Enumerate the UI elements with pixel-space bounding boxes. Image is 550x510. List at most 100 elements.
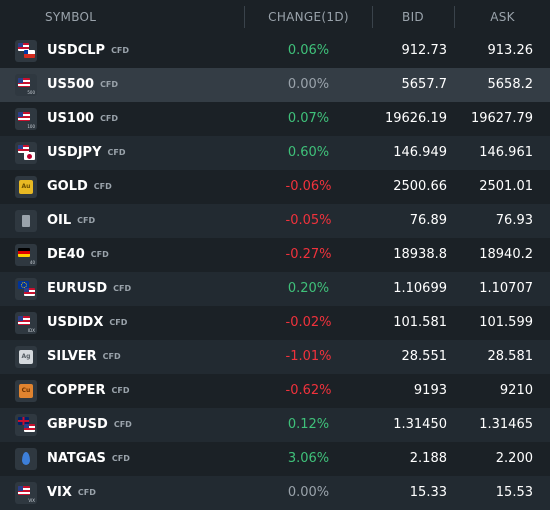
symbol-cell: USDIDX CFD: [47, 306, 127, 340]
bid-price-text: 2500.66: [393, 179, 447, 194]
bid-price[interactable]: 18938.8: [373, 238, 453, 272]
table-row[interactable]: 500 US500 CFD 0.00% 5657.7 5658.2: [0, 68, 550, 102]
table-row[interactable]: Au GOLD CFD -0.06% 2500.66 2501.01: [0, 170, 550, 204]
us-flag-icon: VIX: [15, 482, 37, 504]
column-divider: [372, 6, 373, 28]
symbol-cell: US100 CFD: [47, 102, 118, 136]
instrument-type-label: CFD: [109, 318, 128, 327]
table-row[interactable]: 40 DE40 CFD -0.27% 18938.8 18940.2: [0, 238, 550, 272]
bid-price[interactable]: 2500.66: [373, 170, 453, 204]
column-header-bid[interactable]: BID: [402, 10, 424, 24]
ask-price-text: 76.93: [495, 213, 533, 228]
ask-price-text: 101.599: [479, 315, 533, 330]
table-row[interactable]: VIX VIX CFD 0.00% 15.33 15.53: [0, 476, 550, 510]
change-value: 0.12%: [287, 417, 330, 432]
ask-price-text: 2501.01: [479, 179, 533, 194]
change-value: 0.60%: [287, 145, 330, 160]
bid-price[interactable]: 76.89: [373, 204, 453, 238]
symbol-name: OIL: [47, 213, 72, 228]
symbol-cell: NATGAS CFD: [47, 442, 130, 476]
icon-sub-label: 40: [29, 260, 35, 265]
table-row[interactable]: 100 US100 CFD 0.07% 19626.19 19627.79: [0, 102, 550, 136]
column-header-ask[interactable]: ASK: [490, 10, 515, 24]
symbol-cell: DE40 CFD: [47, 238, 109, 272]
bid-price[interactable]: 28.551: [373, 340, 453, 374]
instrument-type-label: CFD: [100, 114, 119, 123]
change-value: -0.02%: [285, 315, 332, 330]
ask-price[interactable]: 2501.01: [455, 170, 547, 204]
instrument-type-label: CFD: [111, 46, 130, 55]
bid-price[interactable]: 912.73: [373, 34, 453, 68]
table-row[interactable]: IDX USDIDX CFD -0.02% 101.581 101.599: [0, 306, 550, 340]
bid-price-text: 146.949: [393, 145, 447, 160]
bid-price-text: 18938.8: [393, 247, 447, 262]
ask-price[interactable]: 9210: [455, 374, 547, 408]
change-value: -0.27%: [285, 247, 332, 262]
eur-usd-flags-icon: [15, 278, 37, 300]
germany-flag-icon: 40: [15, 244, 37, 266]
ask-price[interactable]: 76.93: [455, 204, 547, 238]
table-row[interactable]: USDJPY CFD 0.60% 146.949 146.961: [0, 136, 550, 170]
symbol-cell: EURUSD CFD: [47, 272, 131, 306]
instrument-type-label: CFD: [113, 420, 132, 429]
ask-price-text: 5658.2: [487, 77, 534, 92]
change-value: 3.06%: [287, 451, 330, 466]
symbol-cell: SILVER CFD: [47, 340, 121, 374]
gbp-usd-flags-icon: [15, 414, 37, 436]
silver-icon-label: Ag: [19, 350, 33, 364]
ask-price-text: 19627.79: [470, 111, 533, 126]
us-flag-icon: 100: [15, 108, 37, 130]
change-value: -0.05%: [285, 213, 332, 228]
bid-price-text: 19626.19: [384, 111, 447, 126]
bid-price[interactable]: 101.581: [373, 306, 453, 340]
bid-price[interactable]: 146.949: [373, 136, 453, 170]
usd-jpy-flags-icon: [15, 142, 37, 164]
oil-barrel-icon: [15, 210, 37, 232]
symbol-name: VIX: [47, 485, 72, 500]
table-row[interactable]: OIL CFD -0.05% 76.89 76.93: [0, 204, 550, 238]
ask-price[interactable]: 1.10707: [455, 272, 547, 306]
ask-price[interactable]: 101.599: [455, 306, 547, 340]
symbol-cell: USDCLP CFD: [47, 34, 129, 68]
ask-price[interactable]: 913.26: [455, 34, 547, 68]
icon-sub-label: 500: [27, 90, 35, 95]
ask-price[interactable]: 1.31465: [455, 408, 547, 442]
ask-price[interactable]: 146.961: [455, 136, 547, 170]
instrument-type-label: CFD: [107, 148, 126, 157]
column-header-change[interactable]: CHANGE(1D): [268, 10, 349, 24]
symbol-cell: GBPUSD CFD: [47, 408, 132, 442]
ask-price[interactable]: 2.200: [455, 442, 547, 476]
ask-price[interactable]: 19627.79: [455, 102, 547, 136]
ask-price[interactable]: 18940.2: [455, 238, 547, 272]
ask-price[interactable]: 5658.2: [455, 68, 547, 102]
table-row[interactable]: Cu COPPER CFD -0.62% 9193 9210: [0, 374, 550, 408]
bid-price[interactable]: 1.10699: [373, 272, 453, 306]
table-row[interactable]: Ag SILVER CFD -1.01% 28.551 28.581: [0, 340, 550, 374]
copper-icon: Cu: [15, 380, 37, 402]
bid-price-text: 1.10699: [393, 281, 447, 296]
change-value: 0.00%: [287, 77, 330, 92]
column-header-symbol[interactable]: SYMBOL: [45, 10, 97, 24]
column-divider: [454, 6, 455, 28]
ask-price[interactable]: 28.581: [455, 340, 547, 374]
ask-price-text: 1.31465: [479, 417, 533, 432]
symbol-name: DE40: [47, 247, 85, 262]
table-row[interactable]: USDCLP CFD 0.06% 912.73 913.26: [0, 34, 550, 68]
table-row[interactable]: NATGAS CFD 3.06% 2.188 2.200: [0, 442, 550, 476]
us-flag-icon: 500: [15, 74, 37, 96]
bid-price[interactable]: 5657.7: [373, 68, 453, 102]
ask-price[interactable]: 15.53: [455, 476, 547, 510]
bid-price[interactable]: 2.188: [373, 442, 453, 476]
bid-price[interactable]: 15.33: [373, 476, 453, 510]
bid-price[interactable]: 9193: [373, 374, 453, 408]
bid-price[interactable]: 19626.19: [373, 102, 453, 136]
table-row[interactable]: EURUSD CFD 0.20% 1.10699 1.10707: [0, 272, 550, 306]
icon-sub-label: IDX: [28, 328, 35, 333]
instrument-type-label: CFD: [102, 352, 121, 361]
instrument-type-label: CFD: [113, 284, 132, 293]
instrument-type-label: CFD: [77, 488, 96, 497]
table-row[interactable]: GBPUSD CFD 0.12% 1.31450 1.31465: [0, 408, 550, 442]
change-value: -0.62%: [285, 383, 332, 398]
bid-price[interactable]: 1.31450: [373, 408, 453, 442]
